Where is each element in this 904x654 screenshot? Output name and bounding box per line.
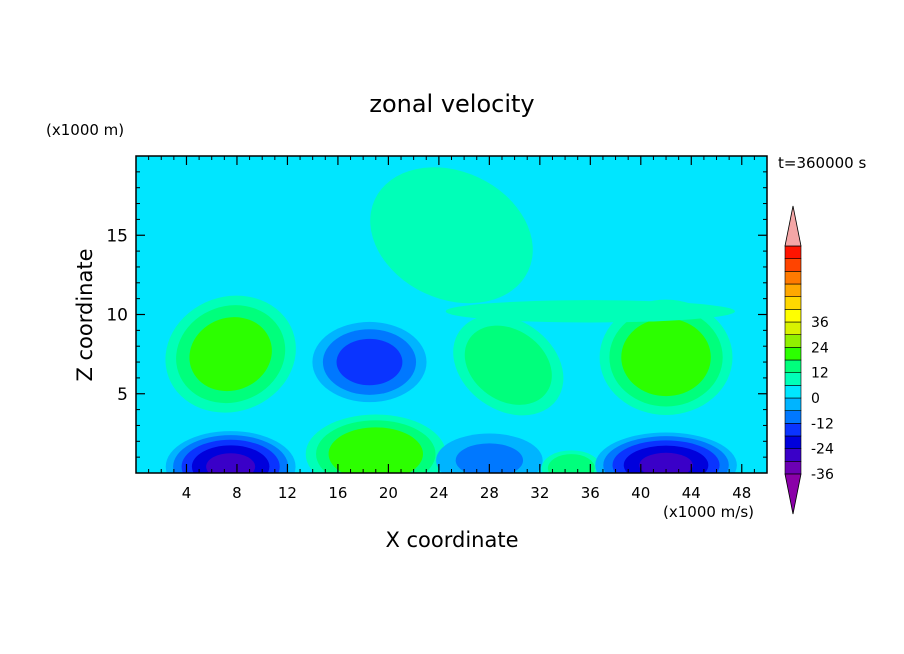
contour-feature bbox=[305, 414, 446, 473]
contour-band bbox=[370, 167, 533, 304]
contour-band bbox=[328, 427, 423, 473]
x-axis: 4 8 12 16 20 24 28 32 36 40 44 48 bbox=[148, 156, 755, 502]
contour-feature bbox=[165, 295, 296, 413]
chart-title: zonal velocity bbox=[369, 90, 534, 118]
colorbar-bin bbox=[784, 359, 802, 373]
contour-feature bbox=[436, 433, 543, 473]
x-tick-label: 12 bbox=[278, 484, 297, 502]
colorbar-tick-label: -36 bbox=[811, 467, 834, 483]
colorbar-tick-label: -24 bbox=[811, 442, 834, 458]
colorbar-bin bbox=[784, 271, 802, 285]
colorbar-extend-min bbox=[784, 473, 802, 515]
colorbar-bin bbox=[784, 372, 802, 386]
contour-band bbox=[464, 325, 552, 405]
x-tick-label: 44 bbox=[682, 484, 701, 502]
y-tick-label: 10 bbox=[106, 306, 128, 326]
x-unit-label: (x1000 m/s) bbox=[663, 503, 754, 521]
colorbar-tick-label: 36 bbox=[811, 315, 829, 331]
contour-feature bbox=[312, 321, 427, 403]
colorbar-bin bbox=[784, 448, 802, 462]
x-tick-label: 40 bbox=[631, 484, 650, 502]
contour-feature bbox=[595, 432, 737, 473]
contour-band bbox=[455, 443, 524, 473]
colorbar-tick-label: 0 bbox=[811, 391, 820, 407]
x-tick-label: 16 bbox=[328, 484, 347, 502]
x-tick-label: 20 bbox=[379, 484, 398, 502]
contour-band bbox=[189, 317, 272, 392]
x-tick-label: 8 bbox=[232, 484, 242, 502]
contour-band bbox=[547, 454, 595, 473]
time-label: t=360000 s bbox=[778, 154, 866, 172]
colorbar-tick-label: 24 bbox=[811, 340, 829, 356]
colorbar-bin bbox=[784, 321, 802, 335]
contour-feature bbox=[370, 167, 533, 304]
colorbar-bin bbox=[784, 423, 802, 437]
colorbar-extend-max bbox=[784, 205, 802, 247]
colorbar-tick-label: -12 bbox=[811, 416, 834, 432]
x-tick-label: 36 bbox=[581, 484, 600, 502]
contour-feature bbox=[541, 450, 602, 473]
colorbar-bin bbox=[784, 296, 802, 310]
y-axis-label: Z coordinate bbox=[73, 248, 97, 381]
contour-feature bbox=[165, 431, 296, 473]
contour-feature bbox=[453, 315, 564, 416]
colorbar-bin bbox=[784, 385, 802, 399]
x-tick-label: 24 bbox=[429, 484, 448, 502]
colorbar-bin bbox=[784, 283, 802, 297]
x-tick-label: 48 bbox=[732, 484, 751, 502]
colorbar-bin bbox=[784, 435, 802, 449]
contour-band bbox=[621, 318, 711, 397]
x-tick-label: 28 bbox=[480, 484, 499, 502]
y-tick-label: 5 bbox=[117, 385, 128, 405]
colorbar-tick-label: 12 bbox=[811, 366, 829, 382]
colorbar-bin bbox=[784, 410, 802, 424]
contour-band bbox=[206, 453, 256, 473]
colorbar-bin bbox=[784, 347, 802, 361]
x-tick-label: 32 bbox=[530, 484, 549, 502]
contour-band bbox=[336, 338, 403, 386]
y-unit-label: (x1000 m) bbox=[46, 121, 124, 139]
contour-band bbox=[639, 452, 693, 473]
x-axis-label: X coordinate bbox=[385, 528, 518, 552]
y-axis: 5 10 15 bbox=[106, 171, 767, 458]
y-tick-label: 15 bbox=[106, 226, 128, 246]
colorbar-bin bbox=[784, 258, 802, 272]
colorbar-bin bbox=[784, 245, 802, 259]
colorbar-bin bbox=[784, 309, 802, 323]
contour-band bbox=[445, 300, 735, 323]
colorbar-bin bbox=[784, 461, 802, 475]
x-tick-label: 4 bbox=[182, 484, 192, 502]
contour-feature bbox=[599, 299, 733, 415]
colorbar-bin bbox=[784, 334, 802, 348]
colorbar-bin bbox=[784, 397, 802, 411]
contour-feature bbox=[445, 300, 735, 323]
contour-plot-area bbox=[136, 156, 767, 473]
colorbar: 36 24 12 0 -12 -24 -36 bbox=[784, 205, 834, 515]
